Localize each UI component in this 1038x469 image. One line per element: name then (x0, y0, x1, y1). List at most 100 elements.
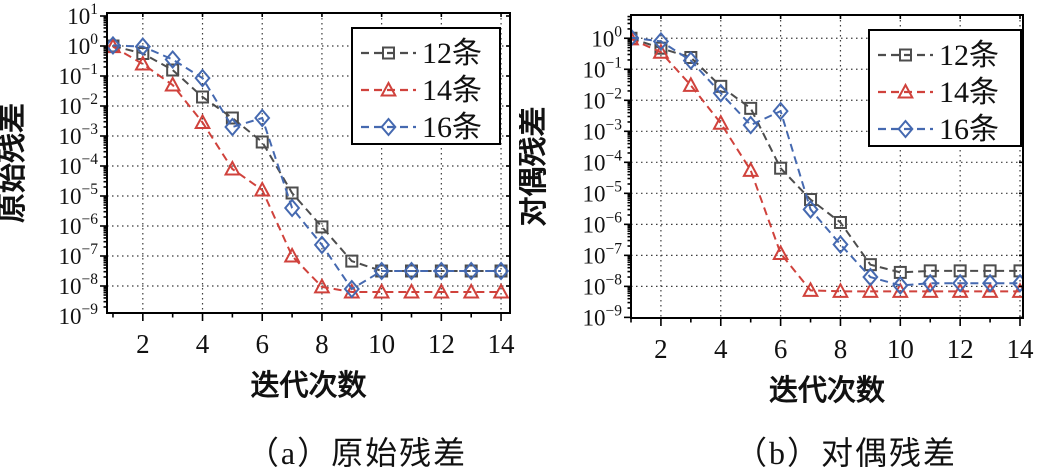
series-1-marker (373, 282, 391, 299)
x-tick-label: 4 (196, 329, 210, 359)
legend-marker (380, 80, 397, 97)
legend-marker (897, 82, 914, 99)
series-1-marker (981, 282, 999, 298)
series-1-marker (492, 282, 510, 299)
series-2-marker (1011, 273, 1024, 293)
x-tick-label: 2 (136, 329, 150, 359)
series-2-marker (981, 273, 999, 293)
y-tick-label: 10−8 (59, 271, 99, 299)
legend-marker (897, 119, 914, 139)
series-1-marker (223, 159, 241, 176)
series-0-marker (774, 161, 788, 175)
y-tick-label: 10−1 (59, 61, 99, 89)
series-1-marker (831, 282, 849, 298)
series-2-marker (922, 273, 939, 293)
series-1-marker (164, 75, 182, 92)
series-2-marker (164, 49, 181, 70)
y-tick-label: 10−5 (59, 181, 99, 209)
legend-entry-2: 16条 (878, 113, 999, 146)
y-tick-label: 10−7 (583, 240, 623, 268)
y-tick-label: 10−4 (583, 147, 623, 175)
series-2-marker (892, 275, 909, 295)
series-0-marker (255, 135, 269, 149)
series-0-marker (804, 193, 818, 207)
y-axis-label: 对偶残差 (519, 107, 550, 227)
series-2-marker (343, 279, 360, 299)
series-2-marker (403, 261, 420, 281)
series-2-marker (313, 235, 331, 255)
y-tick-label: 100 (591, 23, 622, 51)
series-1-marker (403, 282, 420, 299)
series-1-marker (682, 76, 700, 92)
y-axis-label: 原始残差 (0, 103, 29, 223)
series-1-marker (283, 246, 301, 263)
x-tick-labels: 2 4 6 8 10 12 14 (654, 334, 1034, 364)
x-tick-label: 6 (255, 329, 269, 359)
series-2-marker (433, 261, 450, 281)
legend-entry-1: 14条 (361, 74, 482, 107)
legend-entry-2: 16条 (361, 111, 482, 144)
y-tick-label: 10−5 (583, 178, 623, 206)
x-tick-labels: 2 4 6 8 10 12 14 (136, 329, 515, 359)
y-tick-label: 10−9 (59, 301, 99, 329)
series-layer (106, 35, 510, 299)
series-2-marker (283, 198, 301, 218)
legend-label: 14条 (422, 74, 482, 107)
y-tick-label: 10−8 (583, 271, 623, 299)
series-1-marker (313, 277, 331, 294)
x-axis-label: 迭代次数 (769, 374, 886, 407)
series-2-marker (862, 267, 879, 287)
legend-entry-0: 12条 (878, 39, 999, 72)
x-tick-label: 10 (887, 334, 914, 364)
series-1-marker (253, 180, 271, 197)
legend: 12条 14条 16条 (351, 27, 501, 145)
y-tick-label: 10−6 (583, 209, 623, 237)
series-2-markers (630, 28, 1024, 295)
series-1-marker (802, 281, 820, 297)
series-2-marker (832, 234, 849, 255)
series-2-marker (712, 83, 729, 103)
legend-label: 12条 (939, 39, 999, 72)
series-1-marker (772, 244, 790, 260)
x-tick-label: 8 (315, 329, 329, 359)
series-2-marker (224, 117, 241, 137)
plot-border (630, 14, 1024, 319)
legend-label: 16条 (422, 111, 482, 144)
series-1-marker (134, 54, 152, 71)
series-0-marker (744, 101, 758, 115)
x-tick-label: 12 (428, 329, 455, 359)
series-2-markers (106, 35, 510, 299)
legend-marker (380, 117, 397, 137)
x-tick-label: 12 (947, 334, 974, 364)
series-2-marker (194, 68, 211, 88)
plot-border (106, 12, 511, 314)
y-tick-label: 100 (67, 31, 98, 59)
legend-entry-1: 14条 (878, 76, 999, 109)
y-tick-label: 10−4 (59, 151, 99, 179)
x-tick-label: 10 (368, 329, 395, 359)
legend-box (351, 27, 501, 145)
legend-label: 16条 (939, 113, 999, 146)
legend-marker (899, 48, 912, 62)
legend-marker (382, 46, 395, 60)
series-1-marker (462, 282, 480, 299)
series-0-marker (196, 90, 210, 104)
y-tick-label: 10−2 (59, 91, 99, 119)
y-tick-label: 10−6 (59, 211, 99, 239)
series-1-marker (921, 282, 939, 298)
series-1-marker (951, 282, 969, 298)
series-2-marker (106, 35, 122, 55)
panel-b-chart: 2 4 6 8 10 12 14 100 10−1 10−2 10−3 10−4 10−5 10−6 10−… (519, 14, 1034, 407)
y-tick-labels: 100 10−1 10−2 10−3 10−4 10−5 10−6 10−7 10−8 10−9 (583, 23, 623, 330)
series-2-marker (492, 261, 510, 281)
legend-label: 14条 (939, 76, 999, 109)
y-tick-label: 101 (67, 1, 98, 29)
series-1-marker (652, 43, 670, 59)
x-tick-label: 8 (834, 334, 848, 364)
series-layer (630, 28, 1024, 298)
y-tick-label: 10−7 (59, 241, 99, 269)
series-1-marker (432, 282, 450, 299)
legend-box (868, 29, 1022, 147)
series-2-marker (802, 199, 819, 219)
